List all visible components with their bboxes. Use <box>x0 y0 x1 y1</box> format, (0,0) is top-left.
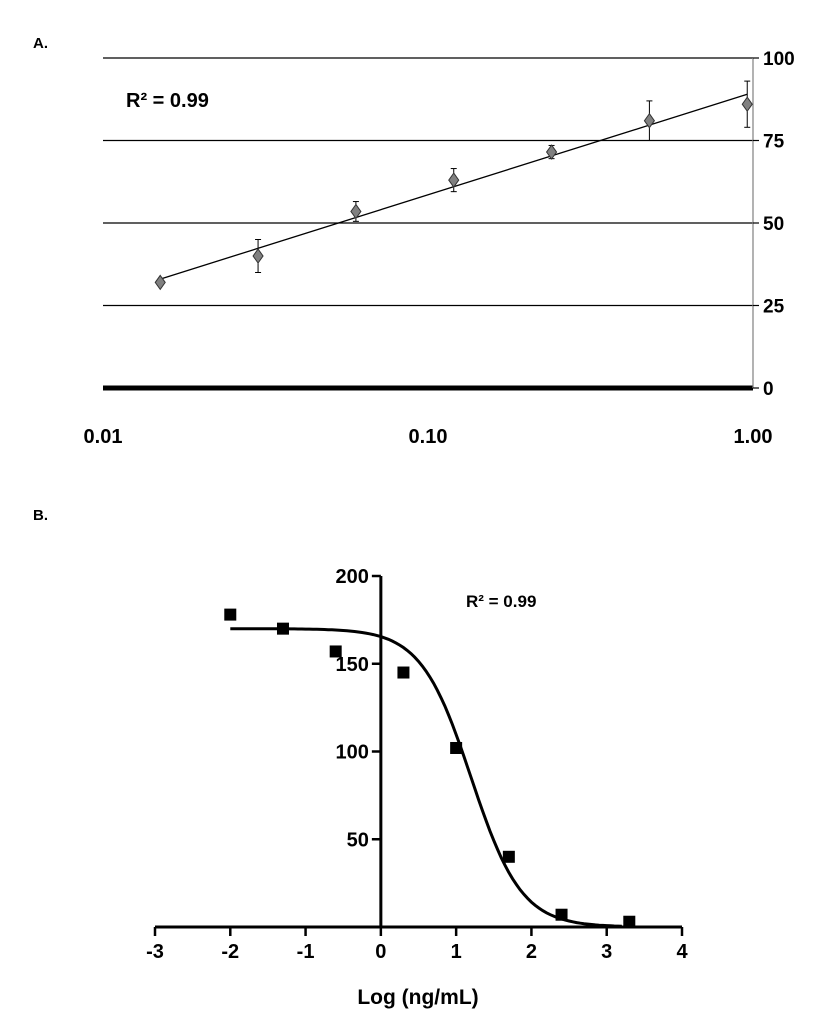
chart-b-fit-curve <box>230 627 622 928</box>
chart-a-point <box>154 274 166 291</box>
chart-b-point <box>329 645 342 658</box>
chart-b-data-points <box>224 608 636 928</box>
chart-b-y-tick-label: 200 <box>335 566 368 588</box>
chart-b-x-tick-label: 3 <box>601 941 612 963</box>
chart-a-y-tick-label: 0 <box>763 379 774 400</box>
chart-b-point <box>224 608 237 621</box>
chart-a-data-points <box>154 80 753 291</box>
chart-a-point <box>545 144 558 160</box>
chart-b-point <box>397 666 410 679</box>
chart-a-x-tick-label: 0.10 <box>409 426 448 448</box>
chart-a-y-tick-labels: 0 25 50 75 100 <box>763 49 795 400</box>
chart-a-r-squared: R² = 0.99 <box>126 90 209 112</box>
chart-b-x-tick-label: -1 <box>297 941 315 963</box>
chart-b-x-tick-label: 1 <box>451 941 462 963</box>
chart-b-x-tick-label: -3 <box>146 941 164 963</box>
chart-a-point <box>741 96 753 113</box>
chart-b-axes <box>153 574 684 936</box>
chart-a-point <box>350 203 362 220</box>
chart-b: B. 50 100 150 200 -3 -2 -1 0 1 2 3 4 R² = 0.99 Log… <box>33 507 688 1009</box>
chart-b-point <box>623 915 636 928</box>
chart-b-x-tick-label: 0 <box>375 941 386 963</box>
chart-a-point <box>448 172 460 188</box>
chart-a-x-tick-label: 1.00 <box>734 426 773 448</box>
chart-b-y-tick-label: 100 <box>335 742 368 764</box>
chart-b-point <box>276 622 289 635</box>
chart-a-point <box>643 112 656 129</box>
chart-a-y-tick-label: 50 <box>763 214 784 235</box>
chart-a-axes <box>103 57 759 391</box>
chart-b-x-tick-label: 2 <box>526 941 537 963</box>
chart-b-point <box>555 908 568 921</box>
chart-b-x-tick-label: 4 <box>676 941 688 963</box>
chart-b-x-axis-label: Log (ng/mL) <box>357 986 478 1009</box>
chart-a-point <box>252 248 264 264</box>
chart-b-r-squared: R² = 0.99 <box>466 592 536 611</box>
chart-a-x-tick-labels: 0.01 0.10 1.00 <box>84 426 773 448</box>
chart-b-panel-label: B. <box>33 507 48 524</box>
chart-b-point <box>502 850 515 863</box>
chart-a-y-tick-label: 25 <box>763 297 785 318</box>
chart-a-x-tick-label: 0.01 <box>84 426 123 448</box>
chart-b-y-tick-label: 150 <box>335 654 368 676</box>
chart-b-y-tick-labels: 50 100 150 200 <box>335 566 368 851</box>
chart-a-y-tick-label: 100 <box>763 49 795 70</box>
chart-a-y-tick-label: 75 <box>763 132 785 153</box>
chart-b-x-tick-labels: -3 -2 -1 0 1 2 3 4 <box>146 941 688 963</box>
chart-a: A. 0 25 50 75 100 0.01 0.10 1.00 R² = 0.99 <box>33 35 795 448</box>
chart-b-sigmoid-curve <box>230 627 622 928</box>
chart-a-gridlines <box>103 57 753 307</box>
chart-b-point <box>450 741 463 754</box>
chart-a-panel-label: A. <box>33 35 48 52</box>
chart-b-x-tick-label: -2 <box>221 941 239 963</box>
chart-b-y-tick-label: 50 <box>347 829 369 851</box>
